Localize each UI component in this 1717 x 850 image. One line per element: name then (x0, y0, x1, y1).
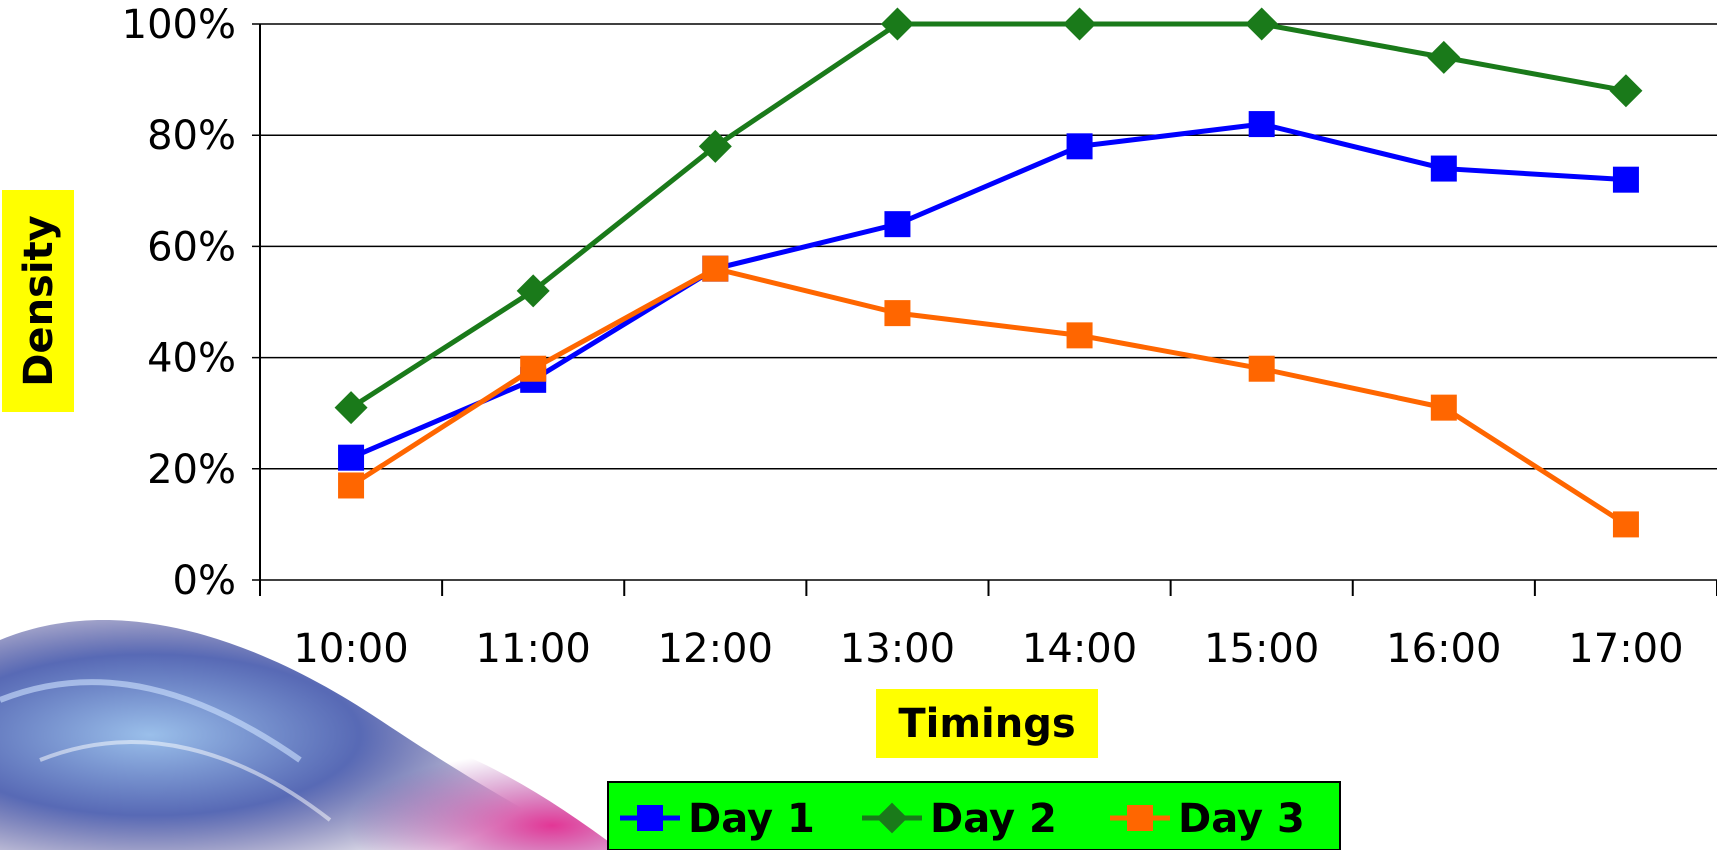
data-point-marker (637, 805, 663, 831)
data-point-marker (1612, 166, 1639, 193)
x-tick-label: 13:00 (840, 626, 955, 672)
data-point-marker (1248, 355, 1275, 382)
data-point-marker (1248, 111, 1275, 138)
data-point-marker (334, 391, 368, 425)
x-tick-label: 15:00 (1204, 626, 1319, 672)
data-point-marker (338, 444, 365, 471)
data-point-marker (1063, 7, 1097, 41)
data-point-marker (1612, 511, 1639, 538)
y-tick-label: 60% (147, 224, 236, 270)
y-axis-title: Density (2, 190, 74, 412)
legend-label: Day 3 (1178, 796, 1305, 842)
data-point-marker (338, 472, 365, 499)
grid-lines (252, 23, 1717, 581)
legend-entry: Day 1 (620, 796, 815, 842)
data-point-marker (884, 211, 911, 238)
x-tick-label: 16:00 (1386, 626, 1501, 672)
series-line (349, 21, 1627, 410)
data-point-marker (1609, 74, 1643, 108)
y-tick-label: 100% (122, 2, 236, 48)
data-point-marker (1430, 394, 1457, 421)
tick-labels: 0% 20% 40% 60% 80% 100% 10:00 11:00 12:00 13:00 14… (122, 2, 1684, 672)
axes (259, 24, 1717, 596)
legend-label: Day 1 (688, 796, 815, 842)
series-day-3 (338, 255, 1639, 538)
series-layer (334, 7, 1643, 538)
x-tick-label: 17:00 (1568, 626, 1683, 672)
x-tick-label: 10:00 (293, 626, 408, 672)
legend-label: Day 2 (930, 796, 1057, 842)
x-tick-label: 12:00 (658, 626, 773, 672)
data-point-marker (880, 7, 914, 41)
data-point-marker (698, 129, 732, 163)
series-line (349, 265, 1628, 527)
data-point-marker (516, 274, 550, 308)
data-point-marker (884, 300, 911, 327)
legend: Day 1 Day 2 Day 3 (607, 781, 1341, 850)
y-tick-label: 40% (147, 336, 236, 382)
data-point-marker (1066, 133, 1093, 160)
y-axis-title-text: Density (16, 215, 62, 387)
data-point-marker (1427, 40, 1461, 74)
y-tick-label: 80% (147, 113, 236, 159)
data-point-marker (1430, 155, 1457, 182)
legend-entry: Day 2 (862, 796, 1057, 842)
data-point-marker (1245, 7, 1279, 41)
data-point-marker (876, 802, 908, 834)
data-point-marker (1066, 322, 1093, 349)
series-line (350, 121, 1627, 460)
series-day-2 (334, 7, 1643, 425)
x-axis-title: Timings (876, 689, 1098, 758)
x-tick-label: 14:00 (1022, 626, 1137, 672)
x-axis-title-text: Timings (898, 701, 1075, 747)
x-tick-label: 11:00 (476, 626, 591, 672)
y-tick-label: 0% (173, 558, 236, 604)
legend-entry: Day 3 (1110, 796, 1305, 842)
data-point-marker (1127, 805, 1153, 831)
y-tick-label: 20% (147, 447, 236, 493)
data-point-marker (702, 255, 729, 282)
data-point-marker (520, 355, 547, 382)
